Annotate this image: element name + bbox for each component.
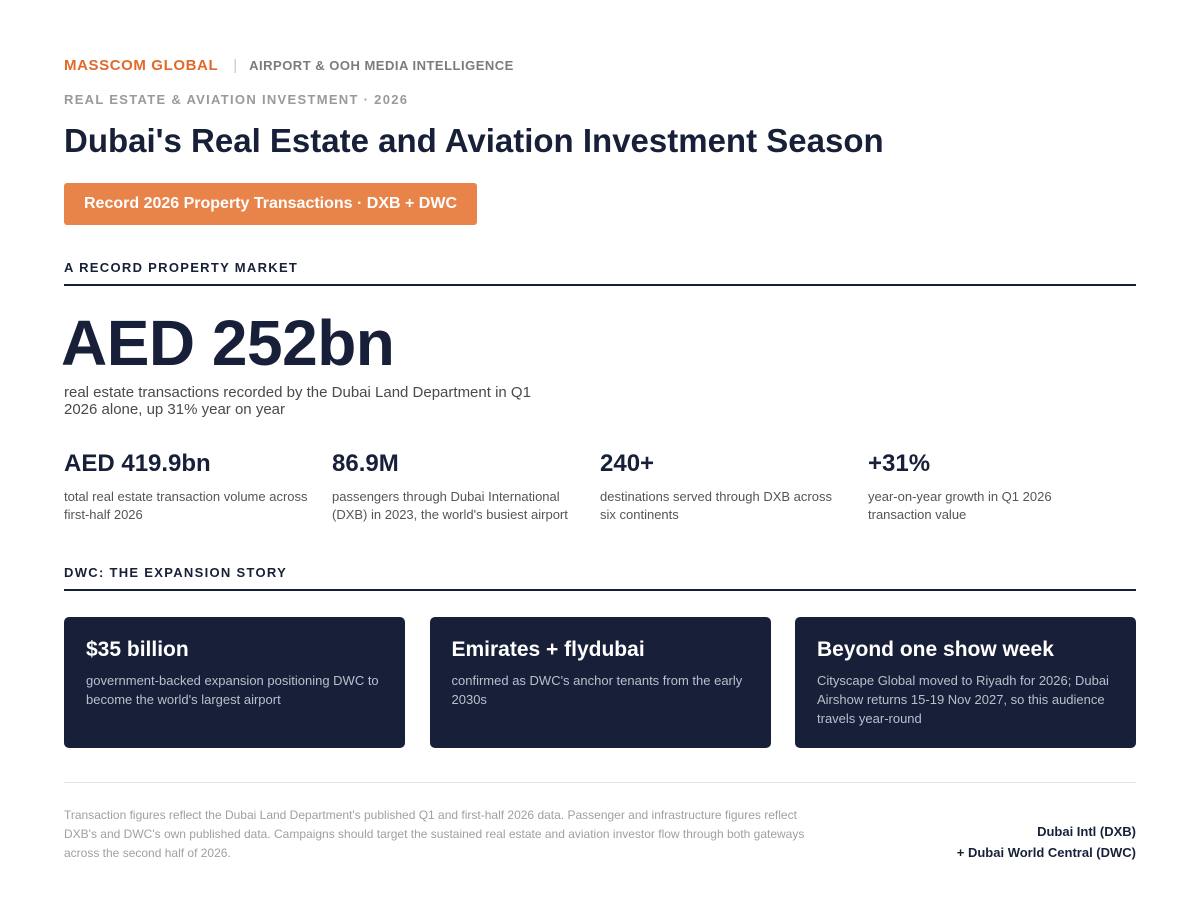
- card-row: $35 billion government-backed expansion …: [64, 617, 1136, 748]
- brand-name: MASSCOM GLOBAL: [64, 57, 219, 74]
- stat-item: AED 419.9bn total real estate transactio…: [64, 450, 332, 524]
- section-rule-dwc: [64, 589, 1136, 591]
- page-title: Dubai's Real Estate and Aviation Investm…: [64, 122, 884, 159]
- card-title: Beyond one show week: [817, 638, 1054, 661]
- stat-value: 86.9M: [332, 450, 399, 477]
- info-card: $35 billion government-backed expansion …: [64, 617, 405, 748]
- card-description: government-backed expansion positioning …: [86, 673, 379, 707]
- info-card: Emirates + flydubai confirmed as DWC's a…: [429, 617, 771, 748]
- card-title: $35 billion: [86, 638, 189, 661]
- stat-item: 86.9M passengers through Dubai Internati…: [332, 450, 600, 524]
- stat-description: destinations served through DXB across s…: [600, 489, 832, 522]
- card-description: Cityscape Global moved to Riyadh for 202…: [817, 673, 1109, 726]
- footer-gateway-dwc: + Dubai World Central (DWC): [956, 845, 1136, 860]
- eyebrow: REAL ESTATE & AVIATION INVESTMENT · 2026: [64, 92, 409, 107]
- headline-description: real estate transactions recorded by the…: [64, 384, 531, 418]
- stat-value: 240+: [600, 450, 655, 477]
- stat-description: total real estate transaction volume acr…: [64, 489, 308, 522]
- stat-value: AED 419.9bn: [64, 450, 211, 477]
- stat-description: year-on-year growth in Q1 2026 transacti…: [868, 489, 1052, 522]
- card-description: confirmed as DWC's anchor tenants from t…: [451, 673, 743, 707]
- footer-divider: [64, 782, 1136, 783]
- brand-separator: |: [233, 57, 238, 74]
- footer-note: Transaction figures reflect the Dubai La…: [64, 808, 805, 860]
- footer-gateway-dxb: Dubai Intl (DXB): [1037, 824, 1136, 839]
- card-title: Emirates + flydubai: [451, 638, 645, 661]
- highlight-pill: Record 2026 Property Transactions · DXB …: [64, 183, 477, 225]
- brand-line: MASSCOM GLOBAL | AIRPORT & OOH MEDIA INT…: [64, 57, 514, 74]
- section-label-property: A RECORD PROPERTY MARKET: [64, 260, 299, 275]
- stats-row: AED 419.9bn total real estate transactio…: [64, 450, 1136, 524]
- footer-gateways: Dubai Intl (DXB) + Dubai World Central (…: [957, 821, 1136, 863]
- brand-tagline: AIRPORT & OOH MEDIA INTELLIGENCE: [249, 58, 514, 73]
- section-label-dwc: DWC: THE EXPANSION STORY: [64, 565, 288, 580]
- stat-description: passengers through Dubai International (…: [332, 489, 568, 522]
- stat-value: +31%: [868, 450, 931, 477]
- section-rule-property: [64, 284, 1136, 286]
- stat-item: 240+ destinations served through DXB acr…: [600, 450, 868, 524]
- info-card: Beyond one show week Cityscape Global mo…: [795, 617, 1136, 748]
- stat-item: +31% year-on-year growth in Q1 2026 tran…: [868, 450, 1136, 524]
- headline-value: AED 252bn: [61, 307, 395, 379]
